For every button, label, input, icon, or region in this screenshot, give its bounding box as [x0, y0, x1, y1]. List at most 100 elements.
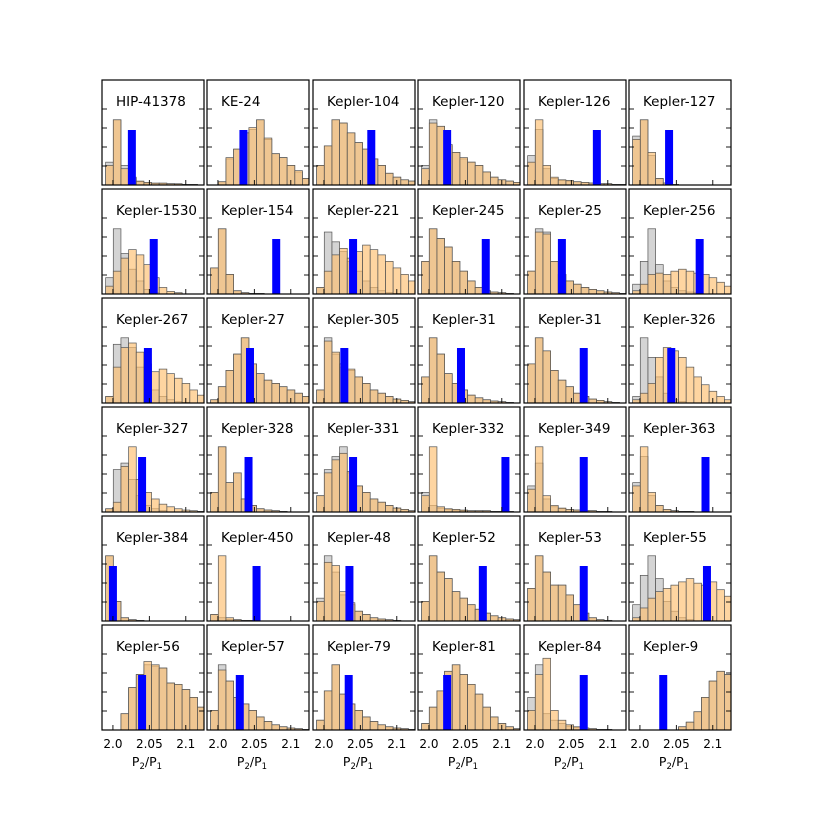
- panel-2: Kepler-104: [312, 79, 416, 186]
- orange-bar: [573, 283, 582, 294]
- orange-bar: [316, 495, 325, 512]
- orange-bar: [362, 244, 371, 294]
- orange-bar: [542, 657, 551, 730]
- orange-bar: [467, 394, 476, 403]
- panel-frame: [312, 406, 416, 513]
- orange-bar: [451, 261, 461, 294]
- orange-bar: [377, 501, 386, 512]
- panel-title: Kepler-57: [221, 639, 285, 655]
- orange-bar: [248, 127, 257, 185]
- orange-bar: [542, 495, 551, 512]
- panel-title: Kepler-349: [538, 421, 610, 437]
- panel-bars: [316, 664, 415, 730]
- orange-bar: [513, 619, 520, 621]
- panel-bars: [316, 446, 415, 512]
- orange-bar: [467, 683, 476, 730]
- orange-bar: [339, 248, 348, 294]
- observed-marker: [349, 457, 358, 512]
- observed-marker: [579, 675, 588, 730]
- panel-31: Kepler-57 2.0 2.05 2.1 P2/P1: [206, 624, 310, 772]
- panel-bars: [527, 446, 613, 512]
- orange-bar: [316, 389, 325, 403]
- orange-bar: [474, 693, 484, 730]
- orange-bar: [385, 396, 394, 403]
- orange-bar: [323, 340, 333, 403]
- panel-bars: [527, 228, 626, 294]
- orange-bar: [158, 287, 168, 294]
- panel-bars: [120, 661, 204, 730]
- observed-marker: [557, 239, 566, 294]
- panel-6: Kepler-1530: [101, 188, 205, 295]
- observed-marker: [149, 239, 158, 294]
- orange-bar: [527, 363, 536, 403]
- orange-bar: [421, 601, 430, 621]
- orange-bar: [550, 584, 559, 621]
- panel-bars: [421, 555, 520, 621]
- panel-16: Kepler-31: [523, 297, 627, 404]
- orange-bar: [294, 170, 303, 185]
- orange-bar: [534, 674, 544, 730]
- orange-bar: [474, 165, 484, 185]
- panel-bars: [210, 337, 309, 403]
- orange-bar: [128, 249, 137, 294]
- orange-bar: [685, 721, 695, 730]
- panel-19: Kepler-328: [206, 406, 310, 513]
- panel-3: Kepler-120: [417, 79, 521, 186]
- x-tick-label: 2.0: [419, 737, 438, 751]
- orange-bar: [377, 165, 386, 185]
- panel-frame: [312, 188, 416, 295]
- x-tick-label: 2.1: [176, 737, 195, 751]
- panel-frame: [312, 624, 416, 731]
- panel-29: Kepler-55: [628, 515, 732, 622]
- x-tick-label: 2.05: [241, 737, 268, 751]
- panel-title: Kepler-328: [221, 421, 293, 437]
- panel-bars: [210, 228, 281, 294]
- panel-frame: [206, 79, 310, 186]
- observed-marker: [127, 130, 136, 185]
- orange-bar: [210, 492, 219, 512]
- orange-bar: [490, 176, 499, 185]
- orange-bar: [271, 724, 280, 730]
- orange-bar: [369, 249, 379, 294]
- orange-bar: [112, 270, 122, 294]
- panel-25: Kepler-450: [206, 515, 310, 622]
- observed-marker: [252, 566, 261, 621]
- orange-bar: [120, 466, 129, 512]
- orange-bar: [557, 179, 567, 185]
- orange-bar: [632, 139, 641, 185]
- panel-35: Kepler-9 2.0 2.05 2.1 P2/P1: [628, 624, 732, 772]
- orange-bar: [158, 503, 168, 512]
- orange-bar: [557, 584, 567, 621]
- panel-frame: [101, 79, 205, 186]
- panel-frame: [523, 515, 627, 622]
- panel-title: Kepler-267: [116, 312, 188, 328]
- orange-bar: [189, 697, 198, 730]
- x-tick-label: 2.05: [663, 737, 690, 751]
- panel-frame: [523, 79, 627, 186]
- orange-bar: [323, 270, 333, 294]
- orange-bar: [331, 119, 340, 185]
- orange-bar: [550, 505, 559, 512]
- orange-bar: [225, 370, 234, 403]
- observed-marker: [340, 348, 349, 403]
- orange-bar: [128, 342, 137, 403]
- panel-frame: [523, 624, 627, 731]
- panel-frame: [101, 624, 205, 731]
- orange-bar: [678, 268, 687, 294]
- orange-bar: [369, 498, 379, 512]
- orange-bar: [565, 594, 574, 621]
- panel-title: Kepler-331: [327, 421, 399, 437]
- orange-bar: [436, 238, 445, 294]
- orange-bar: [701, 384, 710, 403]
- panel-21: Kepler-332: [417, 406, 521, 513]
- orange-bar: [716, 281, 725, 294]
- orange-bar: [647, 597, 656, 621]
- orange-bar: [444, 246, 453, 294]
- observed-marker: [579, 348, 588, 403]
- panel-14: Kepler-305: [312, 297, 416, 404]
- orange-bar: [467, 604, 476, 621]
- observed-marker: [456, 348, 465, 403]
- orange-bar: [217, 386, 227, 403]
- x-tick-label: 2.0: [314, 737, 333, 751]
- orange-bar: [377, 724, 386, 730]
